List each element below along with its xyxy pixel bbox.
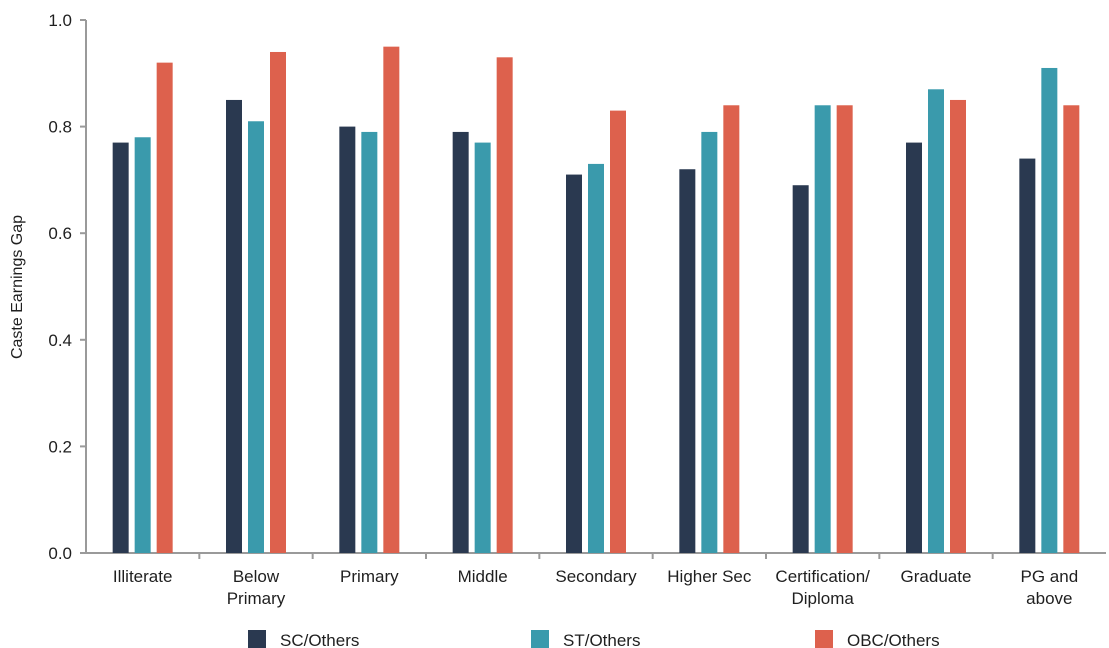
bar-obc-others-5 <box>723 105 740 553</box>
x-category-label-line: Middle <box>458 567 508 586</box>
bar-obc-others-7 <box>950 99 966 553</box>
x-category-label-line: Certification/ <box>775 567 870 586</box>
y-tick-label: 0.0 <box>48 544 72 563</box>
bar-sc-others-6 <box>792 185 809 554</box>
x-category-label-line: Higher Sec <box>667 567 752 586</box>
x-category-label: Higher Sec <box>667 567 752 586</box>
x-category-label-line: Secondary <box>555 567 637 586</box>
bar-obc-others-3 <box>496 57 513 554</box>
bar-obc-others-1 <box>270 51 286 553</box>
category-labels: Illiterate Below Primary Primary Middle Secon… <box>113 567 1078 608</box>
x-category-label-line: Below <box>233 567 280 586</box>
bar-obc-others-4 <box>610 110 626 554</box>
x-category-label-line: PG and <box>1021 567 1079 586</box>
bar-sc-others-4 <box>566 174 582 553</box>
x-category-label-line: Illiterate <box>113 567 173 586</box>
bar-st-others-5 <box>701 131 718 553</box>
bars <box>112 46 1080 554</box>
bar-sc-others-1 <box>226 99 242 553</box>
x-category-label-line: above <box>1026 589 1072 608</box>
bar-st-others-4 <box>588 163 604 553</box>
y-tick-label: 1.0 <box>48 11 72 30</box>
bar-st-others-1 <box>248 121 264 554</box>
y-tick-label: 0.2 <box>48 437 72 456</box>
bar-st-others-0 <box>134 137 151 553</box>
x-category-label: Graduate <box>901 567 972 586</box>
x-category-label-line: Graduate <box>901 567 972 586</box>
x-category-label: Below Primary <box>227 567 286 608</box>
legend: SC/Others ST/Others OBC/Others <box>248 630 940 648</box>
bar-st-others-7 <box>928 89 944 553</box>
legend-label: SC/Others <box>280 631 359 648</box>
bar-obc-others-8 <box>1063 105 1080 553</box>
x-category-label: Middle <box>458 567 508 586</box>
x-category-label-line: Diploma <box>791 589 854 608</box>
bar-st-others-6 <box>814 105 831 553</box>
bar-obc-others-0 <box>156 62 173 553</box>
bar-obc-others-2 <box>383 46 400 554</box>
y-tick-label: 0.8 <box>48 118 72 137</box>
legend-swatch <box>815 630 833 648</box>
x-category-label-line: Primary <box>340 567 399 586</box>
bar-sc-others-2 <box>339 126 356 553</box>
bar-obc-others-6 <box>836 105 853 553</box>
bar-st-others-8 <box>1041 67 1058 553</box>
bar-st-others-3 <box>474 142 491 553</box>
x-category-label: PG and above <box>1021 567 1079 608</box>
x-category-label: Secondary <box>555 567 637 586</box>
y-tick-label: 0.4 <box>48 331 72 350</box>
x-category-label: Primary <box>340 567 399 586</box>
bar-sc-others-7 <box>906 142 922 553</box>
y-tick-label: 0.6 <box>48 224 72 243</box>
y-axis: 0.0 0.2 0.4 0.6 0.8 1.0 <box>48 11 87 563</box>
bar-sc-others-3 <box>452 131 469 553</box>
x-category-label: Illiterate <box>113 567 173 586</box>
bar-st-others-2 <box>361 131 378 553</box>
x-category-label-line: Primary <box>227 589 286 608</box>
bar-sc-others-5 <box>679 169 696 554</box>
legend-swatch <box>248 630 266 648</box>
y-axis-title: Caste Earnings Gap <box>9 215 26 359</box>
x-category-label: Certification/Diploma <box>775 567 870 608</box>
legend-label: ST/Others <box>563 631 640 648</box>
legend-label: OBC/Others <box>847 631 940 648</box>
bar-sc-others-0 <box>112 142 129 553</box>
legend-swatch <box>531 630 549 648</box>
x-axis <box>86 552 1106 559</box>
bar-sc-others-8 <box>1019 158 1036 553</box>
